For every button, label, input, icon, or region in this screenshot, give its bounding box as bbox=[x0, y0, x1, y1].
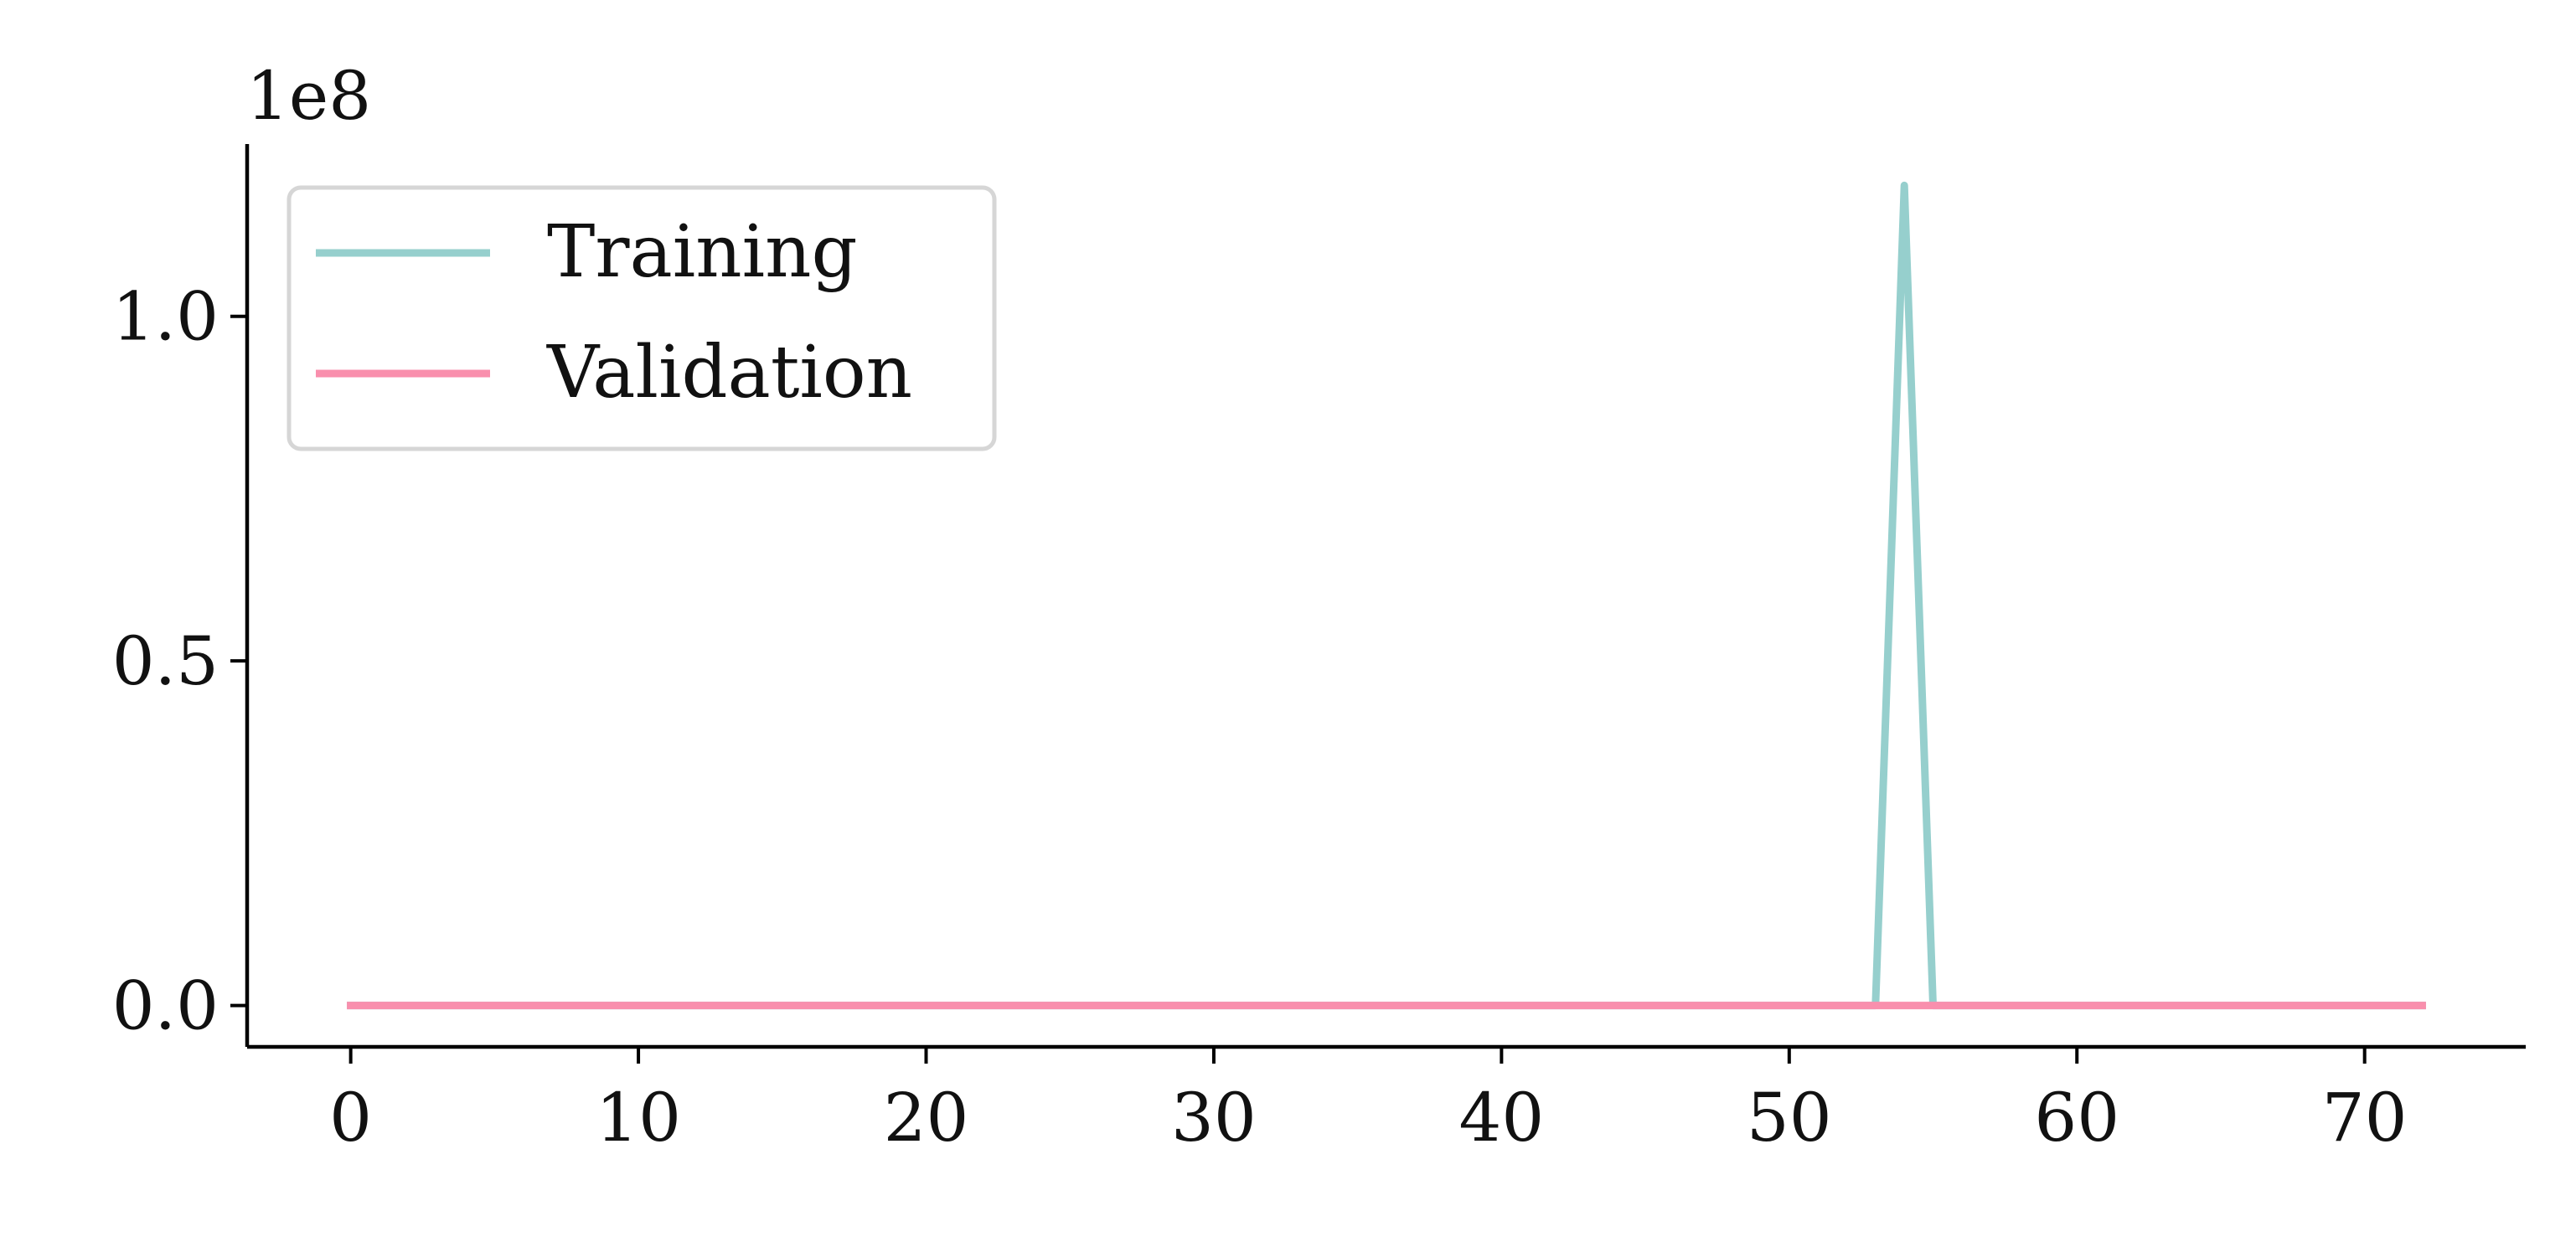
x-tick-label: 50 bbox=[1747, 1079, 1832, 1157]
x-tick-label: 40 bbox=[1458, 1079, 1544, 1157]
legend-label-validation: Validation bbox=[546, 331, 912, 415]
x-tick-label: 60 bbox=[2034, 1079, 2119, 1157]
y-offset-label: 1e8 bbox=[246, 57, 371, 135]
x-tick-label: 10 bbox=[596, 1079, 681, 1157]
x-tick-label: 30 bbox=[1171, 1079, 1257, 1157]
y-tick-label: 0.0 bbox=[112, 967, 219, 1045]
legend-label-training: Training bbox=[547, 210, 858, 294]
y-tick-label: 1.0 bbox=[112, 278, 219, 356]
x-tick-label: 20 bbox=[884, 1079, 969, 1157]
plot-area: 0 10 20 30 40 50 60 70 0.0 0.5 1.0 Training Validati… bbox=[112, 144, 2526, 1157]
x-tick-label: 0 bbox=[329, 1079, 372, 1157]
x-tick-label: 70 bbox=[2322, 1079, 2408, 1157]
y-tick-label: 0.5 bbox=[112, 622, 219, 700]
